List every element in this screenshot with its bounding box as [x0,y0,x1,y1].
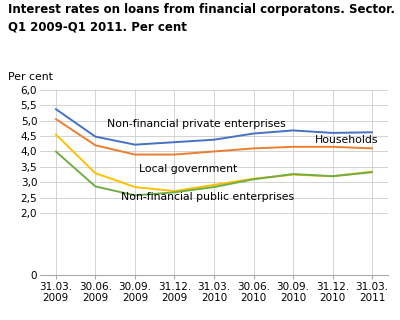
Text: Households: Households [315,135,378,145]
Text: Local government: Local government [139,164,237,174]
Text: Per cent: Per cent [8,72,53,82]
Text: Non-financial public enterprises: Non-financial public enterprises [121,192,294,202]
Text: Interest rates on loans from financial corporatons. Sector.: Interest rates on loans from financial c… [8,3,395,16]
Text: Q1 2009-Q1 2011. Per cent: Q1 2009-Q1 2011. Per cent [8,21,187,34]
Text: Non-financial private enterprises: Non-financial private enterprises [107,119,286,129]
